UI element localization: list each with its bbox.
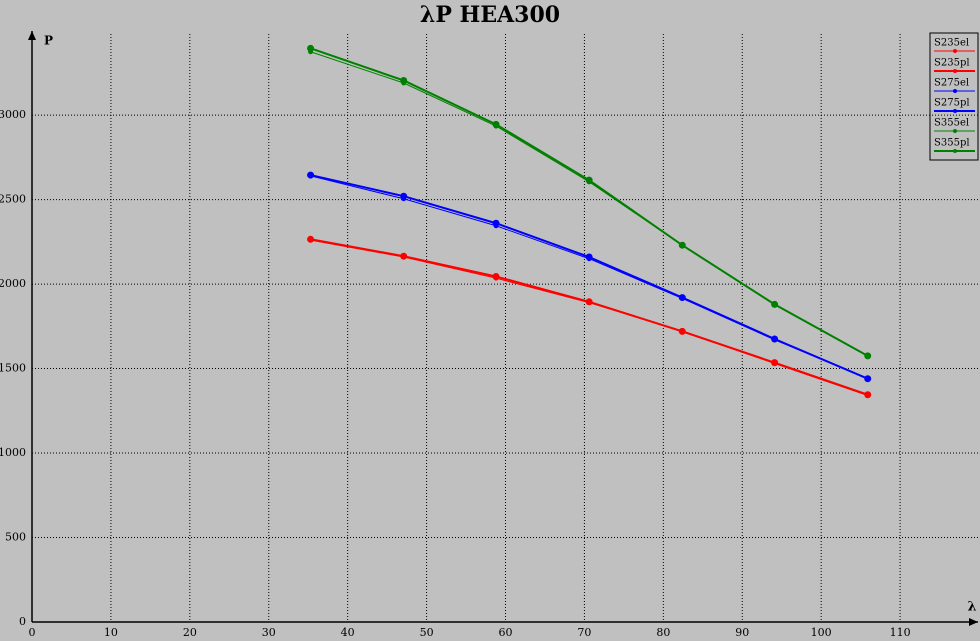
x-tick-label: 80	[656, 626, 670, 639]
legend-label: S235el	[934, 38, 969, 49]
data-point	[678, 294, 686, 302]
data-point	[492, 219, 500, 227]
data-point	[864, 375, 872, 383]
x-tick-label: 0	[29, 626, 36, 639]
x-tick-label: 60	[499, 626, 513, 639]
data-point	[400, 76, 408, 84]
data-point	[678, 327, 686, 335]
legend-marker	[953, 149, 957, 153]
x-tick-label: 100	[811, 626, 832, 639]
x-tick-label: 20	[183, 626, 197, 639]
legend-box	[929, 32, 979, 161]
x-tick-label: 110	[890, 626, 911, 639]
x-axis-label: λ	[967, 600, 976, 615]
data-point	[307, 44, 315, 52]
y-tick-label: 500	[5, 531, 26, 544]
y-tick-label: 3000	[0, 108, 26, 121]
legend-marker	[953, 109, 957, 113]
data-point	[771, 359, 779, 367]
data-point	[864, 352, 872, 360]
y-tick-label: 1500	[0, 362, 26, 375]
x-axis-arrow	[969, 618, 978, 626]
legend-label: S275pl	[934, 98, 970, 109]
y-tick-label: 0	[19, 615, 26, 628]
data-point	[307, 235, 315, 243]
legend-label: S275el	[934, 78, 969, 89]
data-point	[678, 241, 686, 249]
data-point	[400, 192, 408, 200]
x-tick-label: 10	[104, 626, 118, 639]
data-point	[585, 176, 593, 184]
x-tick-label: 90	[735, 626, 749, 639]
data-point	[492, 272, 500, 280]
data-point	[400, 252, 408, 260]
y-tick-label: 2000	[0, 277, 26, 290]
data-point	[307, 171, 315, 179]
legend-label: S235pl	[934, 58, 970, 69]
legend-label: S355el	[934, 118, 969, 129]
legend-marker	[953, 69, 957, 73]
chart-title: λP HEA300	[420, 2, 560, 28]
data-point	[771, 335, 779, 343]
x-tick-label: 70	[577, 626, 591, 639]
legend-marker	[953, 129, 957, 133]
y-tick-label: 2500	[0, 193, 26, 206]
y-tick-label: 1000	[0, 446, 26, 459]
legend-label: S355pl	[934, 138, 970, 149]
y-axis-label: P	[44, 34, 53, 48]
data-point	[492, 120, 500, 128]
legend-marker	[953, 89, 957, 93]
data-point	[585, 298, 593, 306]
data-point	[864, 391, 872, 399]
x-tick-label: 40	[341, 626, 355, 639]
legend-marker	[953, 49, 957, 53]
data-point	[585, 253, 593, 261]
y-axis-arrow	[28, 31, 36, 40]
data-point	[771, 300, 779, 308]
x-tick-label: 30	[262, 626, 276, 639]
x-tick-label: 50	[420, 626, 434, 639]
